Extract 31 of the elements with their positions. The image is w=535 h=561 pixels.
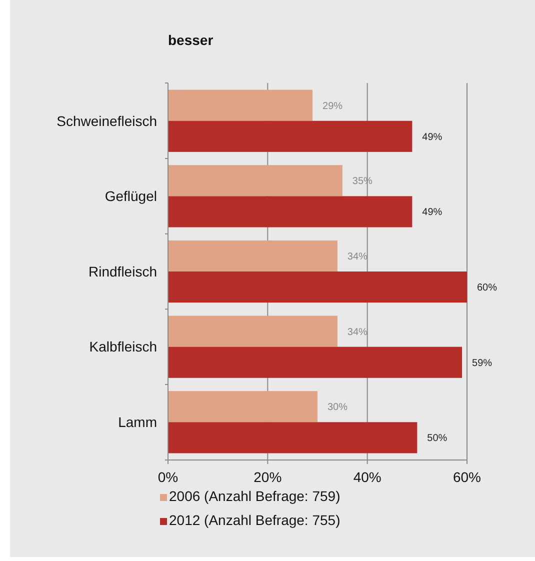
data-label: 59% <box>472 358 492 369</box>
data-label: 49% <box>422 207 442 218</box>
data-label: 60% <box>477 282 498 294</box>
chart-title: besser <box>168 32 214 48</box>
bar <box>168 391 318 422</box>
y-tick-label: Geflügel <box>104 188 157 204</box>
y-tick-label: Schweinefleisch <box>56 112 157 129</box>
bar <box>168 272 467 303</box>
bar <box>168 120 412 152</box>
y-tick-label: Lamm <box>118 414 157 430</box>
legend-label: 2012 (Anzahl Befrage: 755) <box>169 512 340 528</box>
bar <box>168 196 412 228</box>
x-tick-label: 20% <box>254 469 282 485</box>
data-label: 34% <box>347 326 368 338</box>
bar <box>168 422 418 454</box>
bar <box>168 165 342 196</box>
x-tick-label: 60% <box>452 469 482 485</box>
bar <box>168 346 462 378</box>
data-label: 30% <box>328 402 348 414</box>
data-label: 29% <box>322 100 343 112</box>
legend-label: 2006 (Anzahl Befrage: 759) <box>169 488 340 504</box>
data-label: 34% <box>347 251 368 262</box>
y-tick-label: Kalbfleisch <box>89 338 157 355</box>
data-label: 49% <box>422 132 442 143</box>
bar <box>168 90 313 121</box>
bar <box>168 240 338 272</box>
x-tick-label: 40% <box>353 469 382 485</box>
bar <box>168 316 338 347</box>
x-tick-label: 0% <box>158 469 178 485</box>
y-tick-label: Rindfleisch <box>88 263 157 280</box>
data-label: 50% <box>427 433 448 444</box>
